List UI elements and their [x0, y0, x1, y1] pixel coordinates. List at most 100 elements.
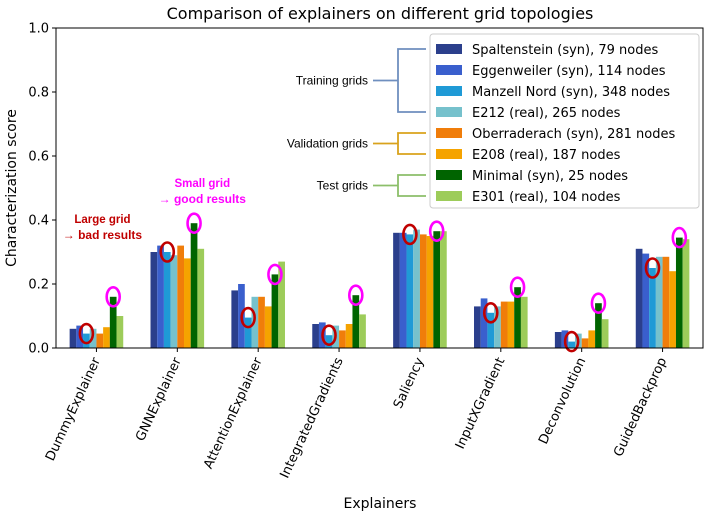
- bar: [69, 328, 77, 348]
- x-tick-label: InputXGradient: [453, 355, 508, 451]
- legend-swatch: [436, 44, 462, 54]
- legend-entry: Spaltenstein (syn), 79 nodes: [472, 43, 658, 58]
- legend-swatch: [436, 128, 462, 138]
- bar: [406, 234, 414, 348]
- bar: [554, 332, 562, 348]
- legend-swatch: [436, 170, 462, 180]
- highlight-ellipse-magenta: [509, 276, 526, 299]
- highlight-ellipse-magenta: [267, 263, 283, 286]
- bar: [642, 253, 650, 348]
- legend-group-label: Validation grids: [287, 137, 368, 151]
- bars-layer: [69, 223, 690, 348]
- highlight-ellipse-red: [159, 241, 176, 263]
- bar: [109, 296, 117, 348]
- legend-box: [429, 33, 700, 209]
- y-tick-label: 0.0: [28, 342, 49, 357]
- bar: [669, 271, 676, 348]
- x-tick-label: DummyExplainer: [43, 355, 104, 464]
- bar: [339, 330, 346, 348]
- bar: [474, 306, 481, 348]
- bar: [103, 327, 110, 348]
- highlight-ellipse-magenta: [105, 285, 121, 308]
- bar: [83, 333, 90, 348]
- x-tick-label: IntegratedGradients: [278, 355, 347, 481]
- bar: [359, 314, 366, 348]
- legend: Spaltenstein (syn), 79 nodes Eggenweiler …: [287, 33, 700, 209]
- bar: [393, 232, 400, 348]
- legend-group-bracket: [397, 48, 426, 113]
- bar: [581, 338, 589, 348]
- bar: [399, 232, 407, 348]
- y-tick-label: 0.2: [28, 278, 49, 293]
- bar: [312, 324, 319, 348]
- bar: [278, 261, 285, 348]
- x-tick-label: GuidedBackprop: [611, 355, 670, 459]
- bar: [150, 252, 158, 348]
- bar: [426, 236, 434, 348]
- bar: [514, 287, 521, 348]
- bar: [170, 255, 178, 348]
- bar: [568, 341, 575, 348]
- y-tick-label: 0.8: [28, 86, 49, 101]
- bar: [419, 234, 427, 348]
- bar: [190, 223, 198, 348]
- bar: [675, 237, 683, 348]
- bar: [487, 312, 495, 348]
- bar: [258, 296, 265, 348]
- highlight-ellipse-magenta: [590, 292, 607, 315]
- bar: [682, 239, 690, 348]
- legend-entry: Manzell Nord (syn), 348 nodes: [472, 85, 670, 100]
- bar: [595, 303, 602, 348]
- highlight-ellipse-magenta: [428, 220, 445, 242]
- annotation-line2: → bad results: [63, 228, 143, 242]
- highlight-ellipse-magenta: [671, 226, 688, 249]
- highlight-ellipse-red: [563, 330, 580, 353]
- highlight-layer: [78, 212, 688, 353]
- highlight-ellipse-red: [482, 301, 499, 324]
- bar: [649, 268, 656, 348]
- highlight-ellipse-magenta: [186, 212, 202, 234]
- annotation-line1: Large grid: [74, 214, 130, 226]
- bar: [433, 231, 441, 348]
- bar: [494, 306, 501, 348]
- legend-entry: Oberraderach (syn), 281 nodes: [472, 127, 675, 142]
- plot-frame: [55, 27, 704, 349]
- bar: [520, 296, 528, 348]
- bar: [588, 330, 596, 348]
- highlight-ellipse-red: [644, 257, 661, 279]
- bar: [507, 301, 515, 348]
- bar: [177, 245, 185, 348]
- bar: [271, 274, 279, 348]
- bar: [345, 324, 353, 348]
- bar: [116, 316, 124, 348]
- bar: [96, 333, 104, 348]
- legend-group-label: Test grids: [317, 179, 368, 193]
- bar: [244, 317, 252, 348]
- annotation-line2: → good results: [159, 192, 247, 206]
- y-tick-label: 0.6: [28, 150, 49, 165]
- bar: [264, 306, 272, 348]
- bar: [635, 248, 643, 348]
- x-axis-label: Explainers: [344, 496, 417, 512]
- legend-swatch: [436, 149, 462, 159]
- bar: [157, 245, 164, 348]
- annotation-line1: Small grid: [175, 178, 231, 190]
- bar: [184, 258, 191, 348]
- highlight-ellipse-red: [240, 306, 256, 329]
- legend-entry: E208 (real), 187 nodes: [472, 148, 621, 163]
- legend-swatch: [436, 107, 462, 117]
- legend-group-bracket: [397, 132, 426, 155]
- legend-entry: E212 (real), 265 nodes: [472, 106, 621, 121]
- x-tick-label: AttentionExplainer: [201, 355, 266, 472]
- bar: [655, 256, 663, 348]
- highlight-ellipse-red: [321, 324, 337, 347]
- legend-group-label: Training grids: [296, 74, 368, 88]
- bar: [480, 298, 488, 348]
- legend-group-bracket: [397, 174, 426, 197]
- bar: [352, 295, 360, 348]
- chart-title: Comparison of explainers on different gr…: [167, 4, 594, 23]
- bar: [163, 252, 171, 348]
- legend-swatch: [436, 86, 462, 96]
- x-tick-label: Deconvolution: [536, 355, 589, 446]
